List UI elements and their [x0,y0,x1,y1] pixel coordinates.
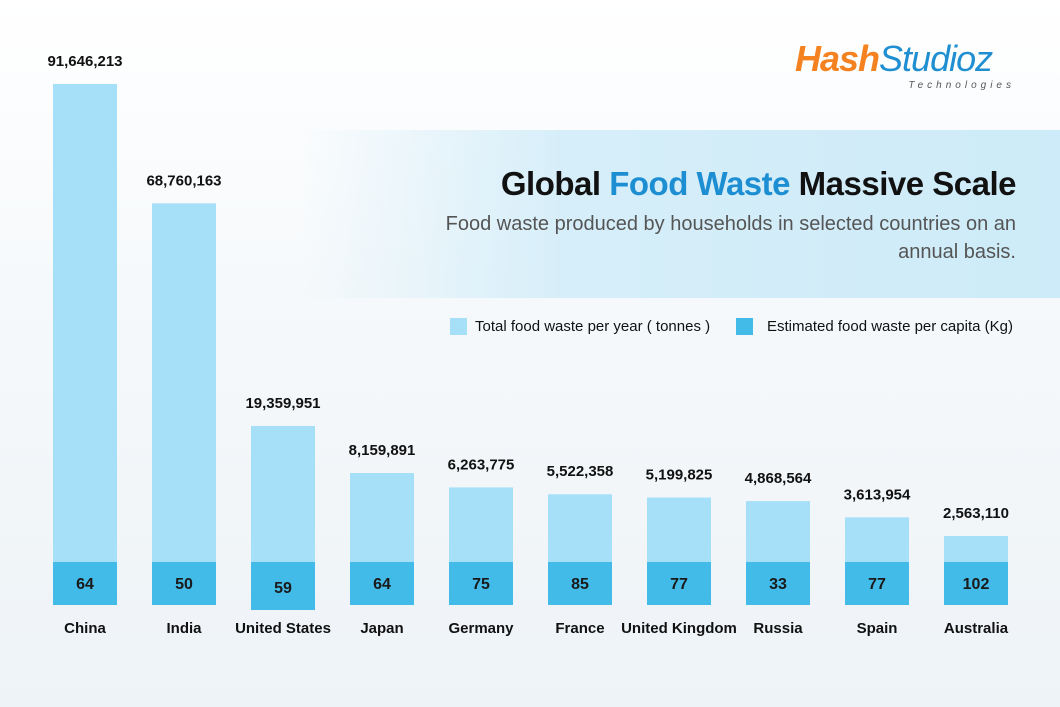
x-tick-label-4: Germany [448,620,514,637]
legend-label-per-capita: Estimated food waste per capita (Kg) [767,318,1013,335]
bar-total-4 [449,487,513,562]
data-label-total-3: 8,159,891 [349,442,416,459]
bar-per-capita-6 [647,562,711,605]
bar-per-capita-3 [350,562,414,605]
bar-per-capita-1 [152,562,216,605]
x-tick-label-8: Spain [857,620,898,637]
header-band [300,130,1060,298]
bar-per-capita-2 [251,562,315,610]
legend-item-per-capita: Estimated food waste per capita (Kg) [736,318,1013,335]
data-label-total-0: 91,646,213 [47,53,122,70]
data-label-per-capita-9: 102 [963,576,990,593]
data-label-per-capita-5: 85 [571,576,589,593]
bar-total-9 [944,536,1008,562]
x-tick-label-0: China [64,620,106,637]
data-label-per-capita-1: 50 [175,576,193,593]
x-tick-label-3: Japan [360,620,403,637]
bar-per-capita-9 [944,562,1008,605]
logo-tagline: Technologies [908,80,1015,91]
bar-per-capita-5 [548,562,612,605]
title-suffix: Massive Scale [790,165,1017,202]
legend-label-total: Total food waste per year ( tonnes ) [475,318,711,335]
x-tick-label-7: Russia [753,620,803,637]
data-label-per-capita-2: 59 [274,580,292,597]
bar-total-7 [746,501,810,562]
bar-total-2 [251,426,315,562]
title-prefix: Global [500,165,610,202]
data-label-total-6: 5,199,825 [646,467,713,484]
bar-per-capita-4 [449,562,513,605]
bar-total-5 [548,494,612,562]
legend-swatch-per-capita [736,318,753,335]
data-label-per-capita-4: 75 [472,576,490,593]
x-tick-label-6: United Kingdom [621,620,737,637]
bar-total-6 [647,497,711,562]
bar-total-3 [350,473,414,562]
bar-per-capita-8 [845,562,909,605]
logo-wordmark: HashStudioz [795,38,993,80]
title-highlight: Food Waste [609,165,790,202]
data-label-total-2: 19,359,951 [245,395,320,412]
data-label-per-capita-7: 33 [769,576,787,593]
x-tick-label-2: United States [235,620,331,637]
data-label-per-capita-6: 77 [670,576,688,593]
logo-part-hash: Hash [795,38,880,79]
bar-total-1 [152,203,216,562]
chart-subtitle: Food waste produced by households in sel… [445,213,1016,263]
bar-per-capita-7 [746,562,810,605]
x-tick-label-9: Australia [944,620,1009,637]
data-label-per-capita-8: 77 [868,576,886,593]
data-label-per-capita-0: 64 [76,576,94,593]
legend-swatch-total [450,318,467,335]
chart-title: Global Food Waste Massive Scale [500,165,1017,203]
x-tick-label-5: France [555,620,604,637]
data-label-per-capita-3: 64 [373,576,391,593]
x-tick-label-1: India [166,620,202,637]
data-label-total-5: 5,522,358 [547,463,614,480]
logo-part-studioz: Studioz [879,38,993,79]
bar-per-capita-0 [53,562,117,605]
legend-item-total: Total food waste per year ( tonnes ) [450,318,710,335]
data-label-total-8: 3,613,954 [844,486,911,503]
bar-total-0 [53,84,117,562]
brand-logo: HashStudioz Technologies [795,38,1025,94]
bar-total-8 [845,517,909,562]
data-label-total-9: 2,563,110 [943,505,1009,522]
data-label-total-1: 68,760,163 [146,172,221,189]
data-label-total-4: 6,263,775 [448,456,515,473]
data-label-total-7: 4,868,564 [745,470,812,487]
